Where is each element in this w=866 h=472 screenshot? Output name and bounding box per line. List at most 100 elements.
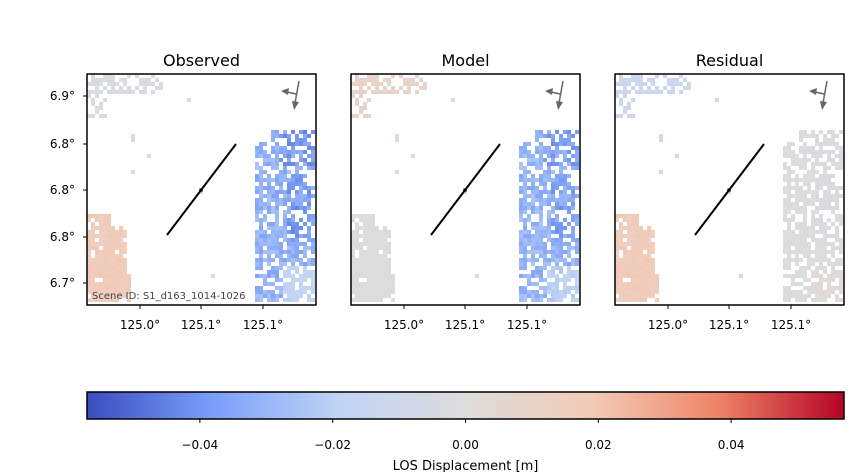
- pixel: [639, 78, 643, 82]
- pixel: [539, 174, 543, 178]
- pixel: [555, 278, 559, 282]
- pixel: [815, 170, 819, 174]
- pixel: [263, 274, 267, 278]
- pixel: [399, 86, 403, 90]
- pixel: [575, 150, 579, 154]
- pixel: [99, 238, 103, 242]
- pixel: [791, 230, 795, 234]
- pixel: [99, 282, 103, 286]
- pixel: [643, 294, 647, 298]
- pixel: [271, 206, 275, 210]
- pixel: [659, 90, 663, 94]
- pixel: [119, 86, 123, 90]
- pixel: [563, 130, 567, 134]
- pixel: [619, 102, 623, 106]
- pixel: [119, 234, 123, 238]
- pixel: [567, 274, 571, 278]
- pixel: [111, 86, 115, 90]
- pixel: [259, 254, 263, 258]
- pixel: [571, 198, 575, 202]
- pixel: [819, 182, 823, 186]
- pixel: [555, 226, 559, 230]
- pixel: [303, 270, 307, 274]
- pixel: [287, 182, 291, 186]
- pixel: [395, 138, 399, 142]
- pixel: [271, 210, 275, 214]
- pixel: [283, 150, 287, 154]
- pixel: [399, 74, 403, 78]
- pixel: [815, 150, 819, 154]
- pixel: [311, 166, 315, 170]
- pixel: [539, 198, 543, 202]
- pixel: [107, 294, 111, 298]
- pixel: [271, 134, 275, 138]
- pixel: [627, 222, 631, 226]
- pixel: [543, 170, 547, 174]
- pixel: [307, 230, 311, 234]
- pixel: [567, 138, 571, 142]
- pixel: [123, 266, 127, 270]
- pixel: [267, 178, 271, 182]
- pixel: [291, 226, 295, 230]
- pixel: [615, 278, 619, 282]
- pixel: [279, 226, 283, 230]
- pixel: [559, 278, 563, 282]
- pixel: [383, 262, 387, 266]
- pixel: [119, 250, 123, 254]
- pixel: [115, 246, 119, 250]
- pixel: [799, 206, 803, 210]
- pixel: [835, 270, 839, 274]
- pixel: [363, 114, 367, 118]
- pixel: [287, 162, 291, 166]
- pixel: [563, 142, 567, 146]
- pixel: [575, 278, 579, 282]
- pixel: [671, 90, 675, 94]
- pixel: [783, 242, 787, 246]
- pixel: [115, 266, 119, 270]
- pixel: [387, 262, 391, 266]
- pixel: [547, 134, 551, 138]
- pixel: [287, 242, 291, 246]
- pixel: [531, 238, 535, 242]
- pixel: [555, 274, 559, 278]
- pixel: [651, 262, 655, 266]
- pixel: [543, 258, 547, 262]
- pixel: [383, 290, 387, 294]
- pixel: [827, 226, 831, 230]
- pixel: [131, 138, 135, 142]
- pixel: [527, 274, 531, 278]
- pixel: [371, 230, 375, 234]
- pixel: [675, 78, 679, 82]
- pixel: [271, 294, 275, 298]
- pixel: [103, 262, 107, 266]
- pixel: [107, 262, 111, 266]
- pixel: [799, 198, 803, 202]
- pixel: [311, 286, 315, 290]
- pixel: [791, 250, 795, 254]
- pixel: [123, 290, 127, 294]
- pixel: [783, 258, 787, 262]
- pixel: [531, 294, 535, 298]
- pixel: [787, 254, 791, 258]
- pixel: [87, 266, 91, 270]
- pixel: [803, 254, 807, 258]
- pixel: [267, 254, 271, 258]
- pixel: [291, 222, 295, 226]
- pixel: [299, 186, 303, 190]
- pixel: [375, 242, 379, 246]
- pixel: [555, 258, 559, 262]
- pixel: [783, 206, 787, 210]
- pixel: [91, 278, 95, 282]
- pixel: [307, 262, 311, 266]
- pixel: [259, 178, 263, 182]
- pixel: [367, 258, 371, 262]
- pixel: [555, 206, 559, 210]
- pixel: [383, 246, 387, 250]
- pixel: [799, 194, 803, 198]
- pixel: [827, 130, 831, 134]
- x-tick-label: 125.1°: [445, 318, 485, 332]
- pixel: [555, 254, 559, 258]
- pixel: [159, 86, 163, 90]
- pixel: [287, 158, 291, 162]
- pixel: [263, 278, 267, 282]
